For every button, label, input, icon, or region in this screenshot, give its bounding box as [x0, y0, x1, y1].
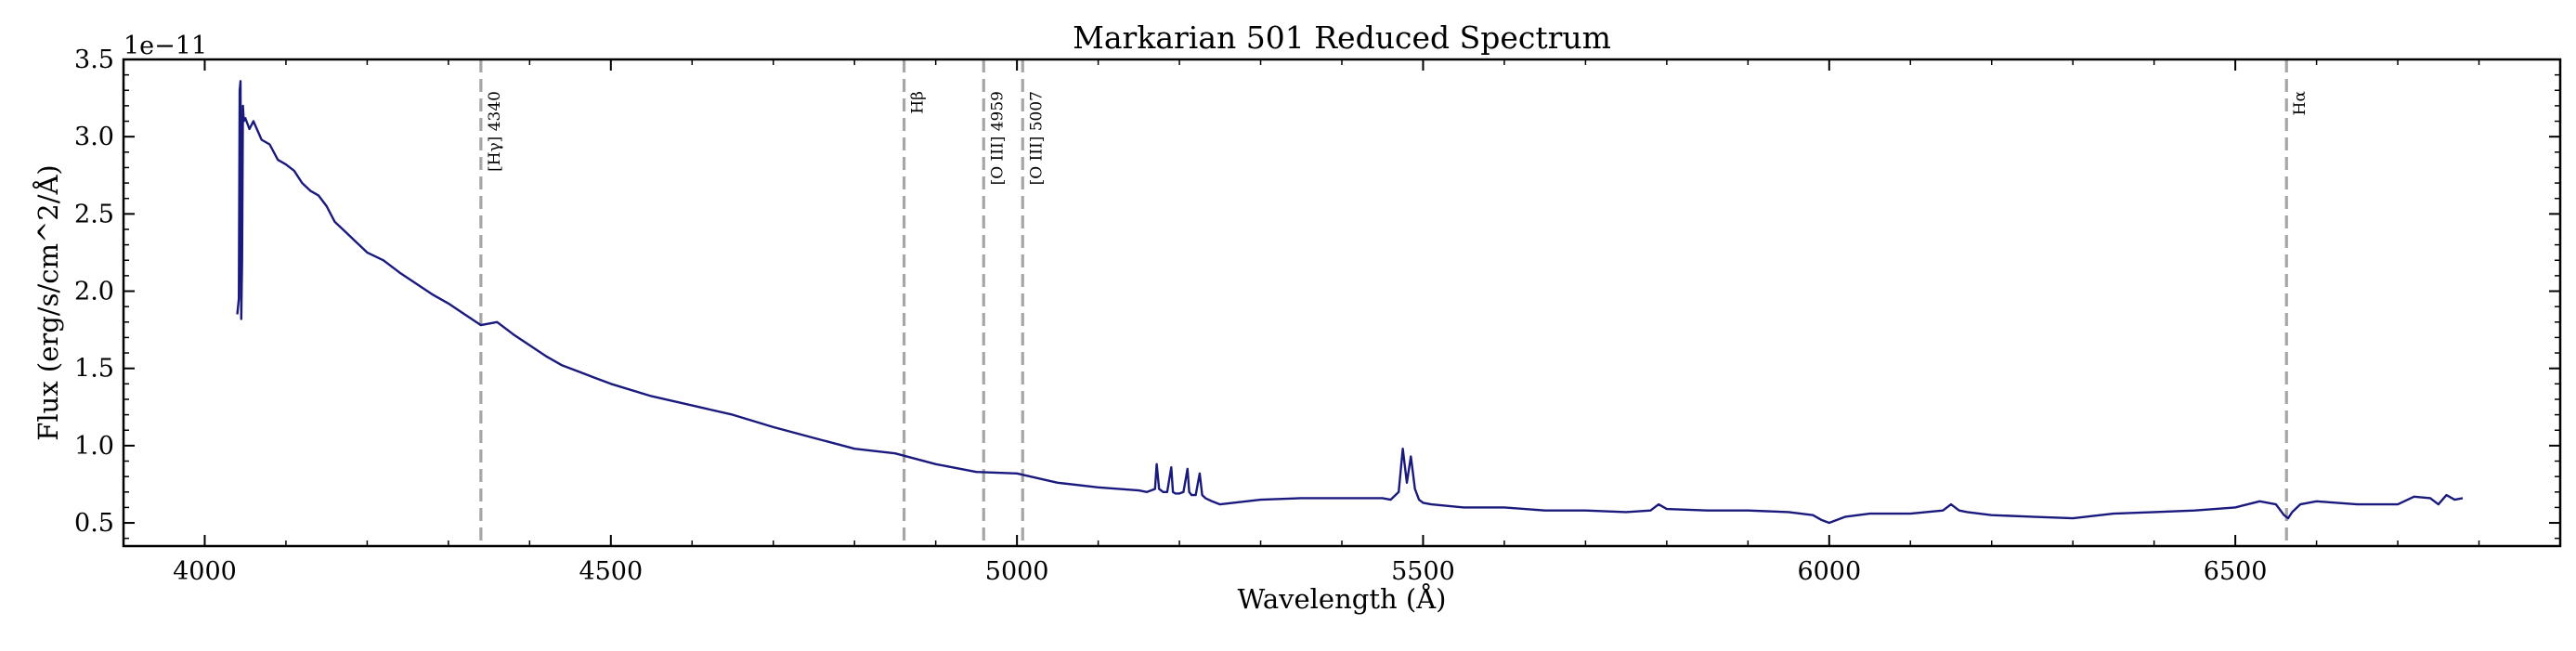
x-tick-label-0: 4000: [173, 557, 237, 586]
x-tick-label-3: 5500: [1391, 557, 1455, 586]
reference-line-label-3: [O III] 5007: [1027, 91, 1046, 185]
x-axis-ticks: 4000 4500 5000 5500 6000 6500: [123, 59, 2561, 586]
y-tick-label-3: 2.0: [74, 278, 114, 306]
spectrum-line: [236, 80, 2464, 525]
y-axis-label: Flux (erg/s/cm^2/Å): [32, 164, 64, 441]
y-tick-label-0: 0.5: [74, 509, 114, 538]
x-tick-label-2: 5000: [985, 557, 1049, 586]
y-tick-label-5: 3.0: [74, 123, 114, 151]
y-axis-ticks: 0.5 1.0 1.5 2.0 2.5 3.0 3.5: [74, 46, 2560, 540]
reference-line-label-0: [Hγ] 4340: [486, 91, 504, 172]
y-axis-offset-label: 1e−11: [124, 32, 207, 60]
x-axis-label: Wavelength (Å): [1238, 582, 1447, 615]
chart-title: Markarian 501 Reduced Spectrum: [1073, 20, 1611, 56]
x-tick-label-5: 6500: [2204, 557, 2268, 586]
y-tick-label-1: 1.0: [74, 432, 114, 461]
y-tick-label-6: 3.5: [74, 46, 114, 74]
reference-line-label-4: Hα: [2291, 90, 2309, 115]
x-tick-label-1: 4500: [579, 557, 643, 586]
reference-line-label-1: Hβ: [909, 91, 928, 114]
y-tick-label-4: 2.5: [74, 200, 114, 228]
plot-frame: [122, 58, 2562, 548]
reference-lines: [479, 59, 2288, 546]
y-tick-label-2: 1.5: [74, 355, 114, 384]
reference-line-labels: [Hγ] 4340 Hβ [O III] 4959 [O III] 5007 Hα: [486, 90, 2309, 185]
reference-line-label-2: [O III] 4959: [988, 91, 1007, 185]
x-tick-label-4: 6000: [1797, 557, 1861, 586]
